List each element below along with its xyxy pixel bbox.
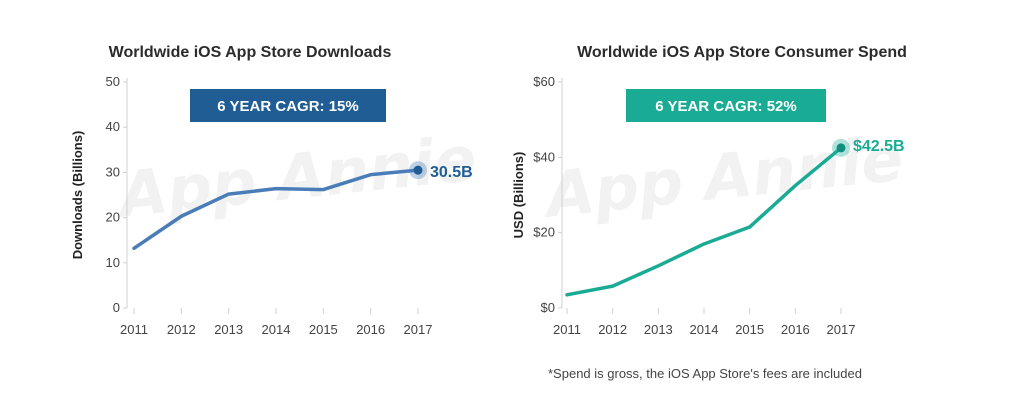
x-tick-label: 2017 bbox=[827, 322, 856, 337]
cagr-callout-text: 6 YEAR CAGR: 15% bbox=[217, 98, 358, 115]
x-tick-label: 2011 bbox=[553, 322, 581, 337]
x-tick-label: 2013 bbox=[644, 322, 673, 337]
y-tick-label: $0 bbox=[541, 300, 555, 315]
y-tick-label: 0 bbox=[113, 300, 120, 315]
y-tick-label: $20 bbox=[533, 225, 555, 240]
y-axis-title: Downloads (Billions) bbox=[70, 131, 85, 260]
x-tick-label: 2011 bbox=[120, 322, 148, 337]
spend-line-chart: App Annie $0 $20 $40 $60 2011 2012 2013 2014 2015… bbox=[512, 74, 907, 337]
x-tick-label: 2013 bbox=[214, 322, 243, 337]
downloads-line-chart: App Annie 0 10 20 30 40 50 2011 2012 2013 2014 2015… bbox=[70, 74, 480, 337]
end-point-marker bbox=[413, 165, 423, 175]
y-axis-title: USD (Billions) bbox=[512, 152, 526, 239]
chart-title: Worldwide iOS App Store Consumer Spend bbox=[577, 44, 907, 61]
end-point-marker bbox=[836, 143, 846, 153]
x-tick-label: 2016 bbox=[781, 322, 810, 337]
y-tick-label: 50 bbox=[106, 74, 120, 89]
app-annie-watermark: App Annie bbox=[538, 122, 907, 233]
spend-chart-panel: Worldwide iOS App Store Consumer Spend A… bbox=[512, 0, 1024, 360]
cagr-callout-text: 6 YEAR CAGR: 52% bbox=[655, 98, 796, 115]
x-tick-label: 2014 bbox=[690, 322, 719, 337]
x-tick-label: 2014 bbox=[262, 322, 291, 337]
end-value-label: $42.5B bbox=[853, 138, 905, 155]
series-line bbox=[132, 168, 420, 251]
y-tick-label: 10 bbox=[106, 255, 120, 270]
x-tick-label: 2016 bbox=[356, 322, 385, 337]
end-value-label: 30.5B bbox=[430, 164, 473, 181]
y-tick-label: 40 bbox=[106, 119, 120, 134]
app-annie-watermark: App Annie bbox=[111, 122, 480, 233]
y-tick-label: $60 bbox=[533, 74, 555, 89]
y-tick-label: 30 bbox=[106, 164, 120, 179]
chart-title: Worldwide iOS App Store Downloads bbox=[108, 44, 392, 61]
x-tick-label: 2012 bbox=[598, 322, 627, 337]
series-line bbox=[565, 146, 843, 297]
footnote: *Spend is gross, the iOS App Store's fee… bbox=[548, 366, 862, 381]
x-tick-label: 2017 bbox=[404, 322, 433, 337]
y-tick-label: 20 bbox=[106, 210, 120, 225]
cagr-callout-box bbox=[190, 89, 386, 122]
x-tick-label: 2015 bbox=[735, 322, 764, 337]
x-tick-label: 2012 bbox=[167, 322, 196, 337]
y-tick-label: $40 bbox=[533, 149, 555, 164]
cagr-callout-box bbox=[626, 89, 826, 122]
x-tick-label: 2015 bbox=[309, 322, 338, 337]
downloads-chart-panel: Worldwide iOS App Store Downloads App An… bbox=[0, 0, 512, 360]
